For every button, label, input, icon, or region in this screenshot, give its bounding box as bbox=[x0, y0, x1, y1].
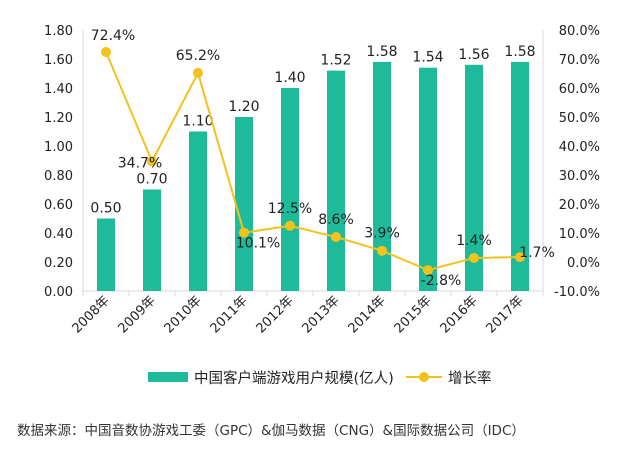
y-right-tick-label: 20.0% bbox=[559, 198, 600, 213]
growth-rate-point bbox=[193, 67, 203, 78]
y-left-tick-label: 1.60 bbox=[44, 53, 73, 68]
x-tick-label: 2008年 bbox=[70, 293, 113, 336]
bar-data-label: 0.70 bbox=[136, 172, 167, 188]
bar-data-label: 1.56 bbox=[458, 47, 489, 63]
x-tick-label: 2009年 bbox=[116, 293, 159, 336]
legend-bar-swatch bbox=[148, 372, 188, 382]
legend-line-label: 增长率 bbox=[448, 370, 492, 387]
growth-rate-point bbox=[101, 47, 111, 58]
y-right-tick-label: 70.0% bbox=[559, 53, 600, 68]
x-tick-label: 2013年 bbox=[300, 293, 343, 336]
y-right-tick-label: 50.0% bbox=[559, 111, 600, 126]
y-left-tick-label: 0.40 bbox=[44, 227, 73, 242]
bar bbox=[97, 218, 115, 291]
line-data-label: 3.9% bbox=[364, 226, 400, 242]
line-data-label: 72.4% bbox=[91, 28, 135, 44]
y-right-tick-label: 80.0% bbox=[559, 24, 600, 39]
bar-data-label: 1.52 bbox=[320, 53, 351, 69]
bar-data-label: 1.58 bbox=[366, 44, 397, 60]
growth-rate-line bbox=[105, 51, 521, 272]
bar bbox=[327, 70, 345, 291]
growth-rate-point bbox=[469, 252, 479, 263]
source-note: 数据来源：中国音数协游戏工委（GPC）&伽马数据（CNG）&国际数据公司（IDC… bbox=[17, 423, 525, 439]
y-left-tick-label: 0.80 bbox=[44, 169, 73, 184]
legend-bar-label: 中国客户端游戏用户规模(亿人) bbox=[194, 370, 394, 387]
growth-rate-point bbox=[239, 227, 249, 238]
bar-data-label: 1.58 bbox=[504, 44, 535, 60]
y-left-tick-label: 1.00 bbox=[44, 140, 73, 155]
y-left-tick-label: 0.00 bbox=[44, 285, 73, 300]
growth-rate-point bbox=[423, 265, 433, 276]
bar bbox=[235, 117, 253, 291]
line-data-label: -2.8% bbox=[421, 273, 462, 289]
y-right-tick-label: 10.0% bbox=[559, 227, 600, 242]
growth-rate-point bbox=[147, 156, 157, 167]
y-left-tick-label: 1.20 bbox=[44, 111, 73, 126]
bar-data-label: 0.50 bbox=[90, 201, 121, 217]
y-left-tick-label: 1.80 bbox=[44, 24, 73, 39]
line-data-label: 1.7% bbox=[519, 245, 555, 261]
bar bbox=[511, 61, 529, 292]
y-left-tick-label: 0.20 bbox=[44, 256, 73, 271]
growth-rate-point bbox=[377, 245, 387, 256]
bar bbox=[465, 64, 483, 291]
x-tick-label: 2012年 bbox=[254, 293, 297, 336]
line-data-label: 34.7% bbox=[118, 155, 162, 171]
y-left-tick-label: 0.60 bbox=[44, 198, 73, 213]
y-right-tick-label: -10.0% bbox=[554, 285, 600, 300]
x-tick-label: 2011年 bbox=[208, 293, 251, 336]
y-left-tick-label: 1.40 bbox=[44, 82, 73, 97]
bar-data-label: 1.54 bbox=[412, 50, 443, 66]
bar-data-label: 1.20 bbox=[228, 99, 259, 115]
line-data-label: 1.4% bbox=[456, 233, 492, 249]
growth-rate-point bbox=[515, 252, 525, 263]
x-tick-label: 2017年 bbox=[484, 293, 527, 336]
growth-rate-point bbox=[285, 220, 295, 231]
x-tick-label: 2014年 bbox=[346, 293, 389, 336]
line-data-label: 12.5% bbox=[268, 201, 312, 217]
line-data-label: 65.2% bbox=[176, 48, 220, 64]
y-right-tick-label: 0.0% bbox=[567, 256, 600, 271]
y-right-tick-label: 30.0% bbox=[559, 169, 600, 184]
bar-data-label: 1.10 bbox=[182, 114, 213, 130]
x-tick-label: 2016年 bbox=[438, 293, 481, 336]
x-tick-label: 2010年 bbox=[162, 293, 205, 336]
y-right-tick-label: 40.0% bbox=[559, 140, 600, 155]
bar bbox=[419, 67, 437, 291]
y-right-tick-label: 60.0% bbox=[559, 82, 600, 97]
bar bbox=[143, 189, 161, 291]
growth-rate-point bbox=[331, 232, 341, 243]
x-tick-label: 2015年 bbox=[392, 293, 435, 336]
legend-line-marker bbox=[419, 372, 429, 382]
line-data-label: 8.6% bbox=[318, 212, 354, 228]
bar bbox=[189, 131, 207, 291]
line-data-label: 10.1% bbox=[236, 236, 280, 252]
bar bbox=[281, 88, 299, 291]
bar-data-label: 1.40 bbox=[274, 70, 305, 86]
bar bbox=[373, 61, 391, 292]
